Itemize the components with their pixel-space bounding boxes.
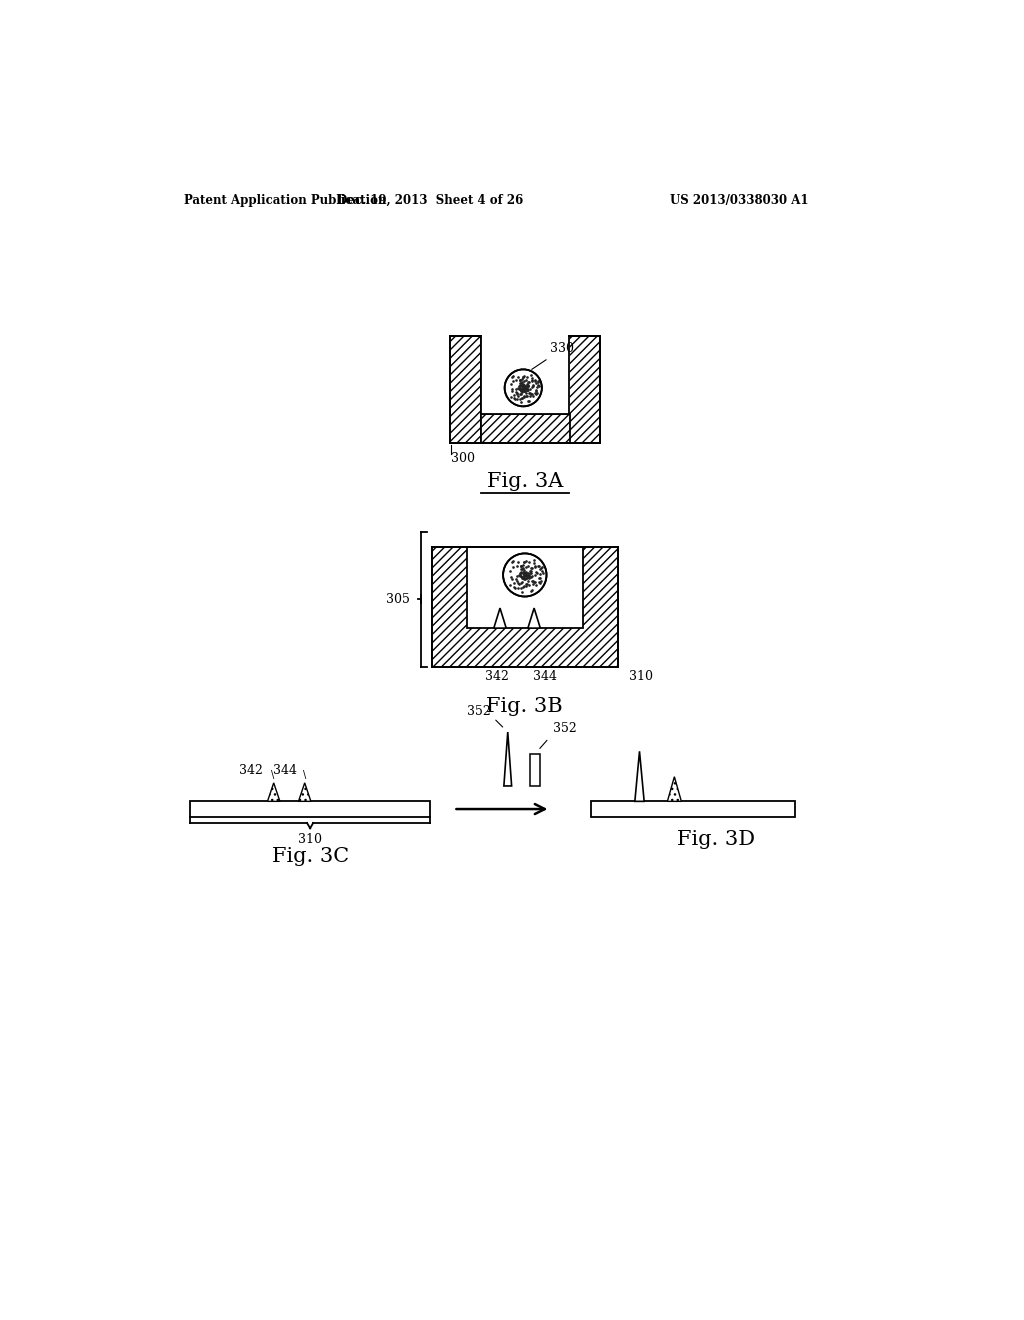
Text: 300: 300: [452, 453, 475, 465]
Bar: [480, 414, 569, 444]
Text: 344: 344: [532, 671, 557, 684]
Text: 342: 342: [485, 671, 509, 684]
Text: 352: 352: [467, 705, 490, 718]
Polygon shape: [267, 783, 280, 801]
Text: \: \: [303, 771, 306, 780]
Text: 310: 310: [629, 671, 652, 684]
Circle shape: [505, 370, 542, 407]
Text: Fig. 3D: Fig. 3D: [677, 830, 756, 849]
Bar: [432, 548, 617, 667]
Polygon shape: [494, 609, 506, 628]
Text: Fig. 3A: Fig. 3A: [486, 473, 563, 491]
Text: Fig. 3C: Fig. 3C: [271, 847, 349, 866]
Bar: [569, 335, 600, 444]
Text: 305: 305: [386, 593, 410, 606]
Text: Fig. 3B: Fig. 3B: [486, 697, 563, 717]
Bar: [467, 548, 583, 628]
Bar: [190, 801, 430, 817]
Bar: [530, 754, 540, 785]
Bar: [480, 335, 569, 414]
Circle shape: [503, 553, 547, 597]
Polygon shape: [635, 751, 644, 801]
Polygon shape: [528, 609, 541, 628]
Polygon shape: [668, 776, 681, 801]
Text: Dec. 19, 2013  Sheet 4 of 26: Dec. 19, 2013 Sheet 4 of 26: [337, 194, 523, 207]
Bar: [592, 801, 795, 817]
Text: 352: 352: [554, 722, 578, 735]
Text: \: \: [270, 771, 273, 780]
Text: 330: 330: [531, 342, 574, 370]
Polygon shape: [504, 733, 512, 785]
Text: US 2013/0338030 A1: US 2013/0338030 A1: [671, 194, 809, 207]
Text: Patent Application Publication: Patent Application Publication: [183, 194, 386, 207]
Text: 342: 342: [239, 764, 263, 776]
Bar: [450, 335, 480, 444]
Text: 310: 310: [298, 833, 323, 846]
Polygon shape: [299, 783, 311, 801]
Text: 344: 344: [273, 764, 297, 776]
